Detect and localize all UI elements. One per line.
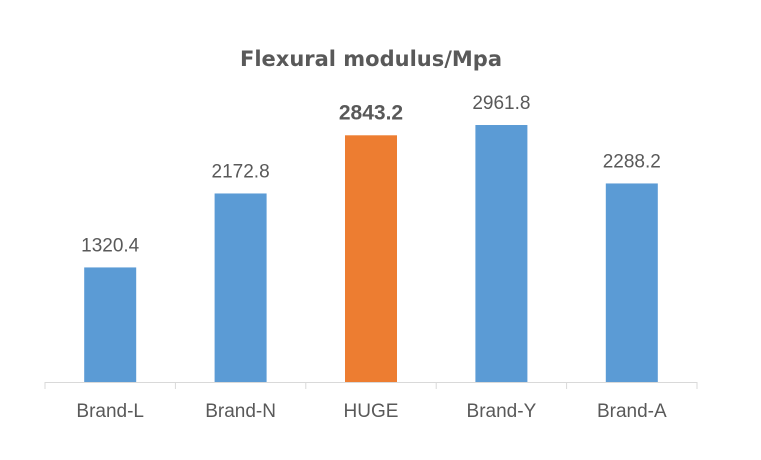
data-label-brand-n: 2172.8 xyxy=(212,161,270,182)
bar-huge xyxy=(345,135,397,382)
bar-brand-l xyxy=(84,267,137,382)
bar-brand-a xyxy=(605,183,658,382)
data-labels-group: 1320.4 2172.8 2843.2 2961.8 2288.2 xyxy=(81,93,661,256)
chart-title: Flexural modulus/Mpa xyxy=(240,47,502,71)
x-tick-labels-group: Brand-L Brand-N HUGE Brand-Y Brand-A xyxy=(76,401,667,422)
data-label-brand-l: 1320.4 xyxy=(81,235,140,256)
bar-brand-y xyxy=(475,125,528,382)
x-tick-label-brand-y: Brand-Y xyxy=(467,401,537,422)
x-tick-label-brand-l: Brand-L xyxy=(76,401,144,422)
data-label-huge: 2843.2 xyxy=(339,101,403,124)
x-axis xyxy=(44,382,698,389)
bar-brand-n xyxy=(214,193,267,382)
x-tick-label-huge: HUGE xyxy=(344,401,399,422)
data-label-brand-a: 2288.2 xyxy=(603,151,661,172)
bars-group xyxy=(84,125,658,382)
x-tick-label-brand-a: Brand-A xyxy=(597,401,667,422)
data-label-brand-y: 2961.8 xyxy=(472,93,530,114)
x-tick-label-brand-n: Brand-N xyxy=(205,401,276,422)
